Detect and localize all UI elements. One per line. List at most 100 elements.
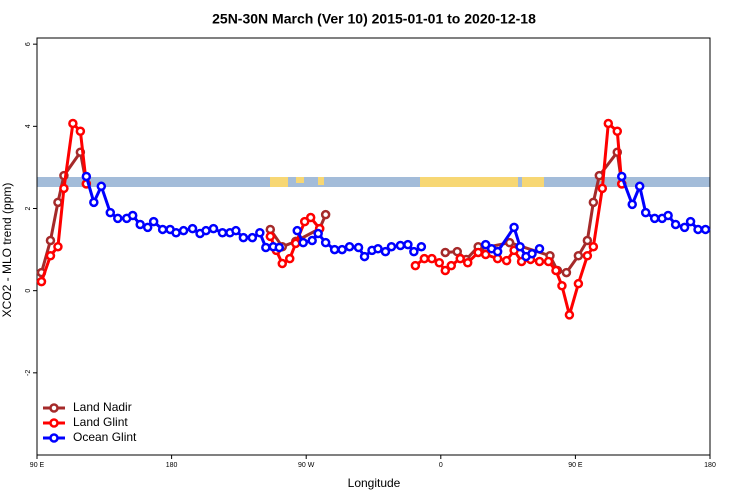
data-point: [265, 231, 276, 242]
legend-label: Land Nadir: [73, 400, 132, 414]
plot-frame: [36, 37, 711, 456]
data-point: [419, 253, 430, 264]
data-point: [359, 251, 370, 262]
data-point: [380, 246, 391, 257]
land-mask-band: [37, 177, 710, 187]
x-tick-label: 90 E: [30, 462, 45, 469]
data-point: [440, 265, 451, 276]
data-point: [627, 199, 637, 210]
data-point: [187, 223, 198, 234]
data-point: [53, 197, 63, 208]
data-point: [313, 228, 323, 239]
data-point: [473, 247, 483, 258]
data-point: [127, 210, 138, 221]
data-point: [255, 227, 265, 238]
data-point: [573, 278, 584, 289]
legend-marker: [49, 403, 59, 413]
data-point: [534, 256, 545, 267]
legend-marker: [49, 418, 59, 428]
data-point: [157, 224, 168, 235]
y-tick-label: 6: [25, 42, 32, 46]
data-point: [81, 171, 92, 182]
data-point: [89, 197, 99, 208]
x-tick-label: 180: [704, 462, 716, 469]
data-point: [261, 242, 271, 253]
data-point: [597, 183, 608, 194]
data-point: [148, 216, 159, 227]
data-point: [446, 260, 457, 271]
data-point: [353, 242, 364, 253]
legend-label: Land Glint: [73, 415, 128, 429]
data-point: [178, 225, 189, 236]
data-point: [135, 219, 145, 230]
data-point: [59, 183, 69, 194]
data-point: [561, 267, 572, 278]
data-point: [105, 207, 116, 218]
x-tick-label: 90 W: [298, 462, 315, 469]
data-point: [298, 237, 308, 248]
data-point: [307, 235, 317, 246]
data-point: [462, 257, 473, 268]
data-point: [492, 246, 503, 257]
data-point: [501, 255, 512, 266]
data-point: [284, 253, 295, 264]
data-point: [277, 258, 288, 269]
x-tick-label: 0: [439, 462, 443, 469]
data-point: [53, 241, 63, 252]
data-point: [403, 239, 413, 250]
data-point: [36, 276, 47, 287]
data-point: [617, 171, 627, 182]
data-point: [480, 249, 491, 260]
data-point: [247, 232, 258, 243]
data-point: [410, 260, 421, 271]
data-point: [440, 247, 451, 258]
data-point: [634, 181, 645, 192]
data-point: [231, 225, 241, 236]
data-point: [344, 241, 355, 252]
data-point: [290, 238, 301, 249]
data-point: [588, 241, 599, 252]
data-point: [588, 197, 599, 208]
data-point: [96, 181, 107, 192]
x-tick-label: 180: [166, 462, 178, 469]
y-tick-label: 2: [25, 206, 32, 210]
data-point: [534, 244, 545, 254]
data-point: [564, 310, 575, 320]
data-point: [386, 241, 397, 252]
data-point: [582, 235, 593, 246]
data-point: [45, 235, 56, 246]
data-point: [527, 248, 537, 259]
data-point: [329, 244, 340, 255]
y-tick-label: -2: [25, 370, 32, 376]
data-point: [685, 216, 696, 227]
data-point: [395, 240, 406, 251]
data-point: [68, 118, 78, 129]
legend-marker: [49, 433, 59, 443]
data-point: [113, 213, 123, 224]
data-point: [320, 209, 331, 220]
data-point: [299, 216, 310, 227]
data-point: [305, 212, 316, 223]
data-point: [573, 250, 584, 261]
data-point: [582, 250, 593, 261]
data-point: [700, 224, 711, 235]
data-point: [504, 237, 515, 248]
data-point: [543, 256, 554, 267]
data-point: [320, 237, 331, 248]
legend-label: Ocean Glint: [73, 430, 137, 444]
data-point: [142, 222, 153, 233]
data-point: [612, 126, 623, 137]
data-point: [663, 210, 673, 221]
data-point: [75, 126, 86, 137]
data-point: [416, 241, 427, 252]
y-tick-label: 0: [25, 289, 32, 293]
data-point: [640, 207, 651, 218]
data-point: [649, 213, 660, 224]
data-point: [455, 253, 465, 264]
data-point: [515, 241, 525, 252]
data-point: [274, 242, 285, 253]
y-axis-label: XCO2 - MLO trend (ppm): [0, 183, 14, 318]
data-point: [679, 222, 690, 233]
data-point: [509, 222, 519, 233]
